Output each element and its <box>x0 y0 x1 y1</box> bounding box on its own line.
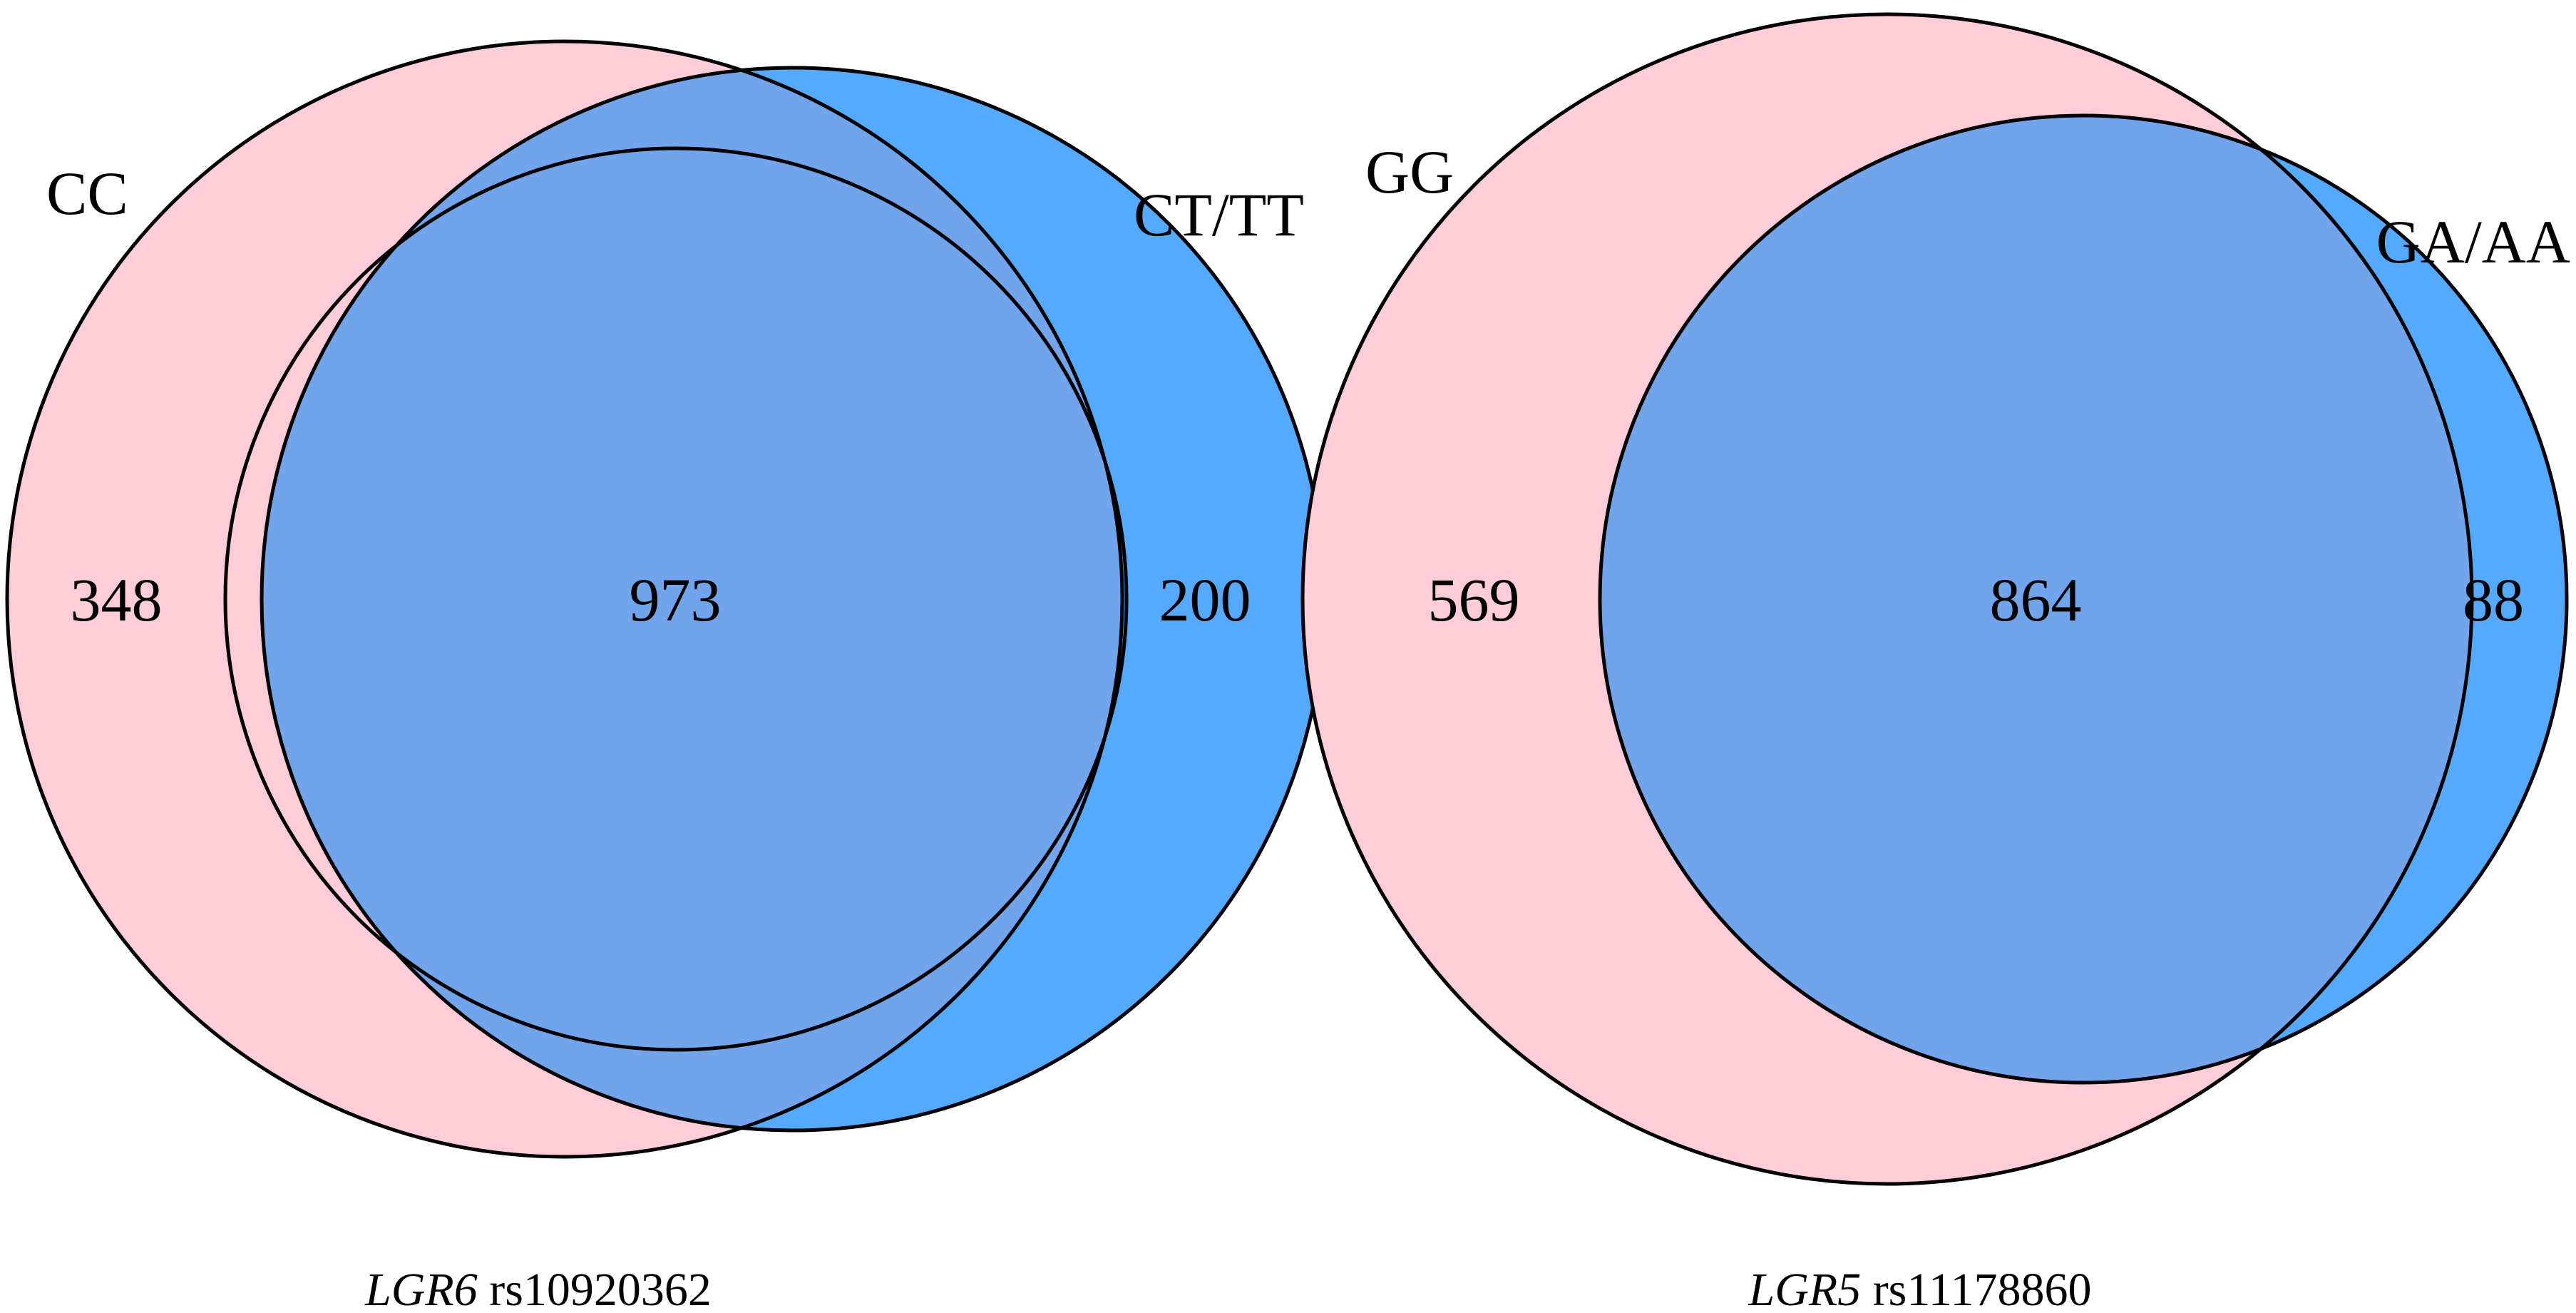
set-a-outline <box>1300 12 2474 1186</box>
snp-id: rs10920362 <box>489 1264 712 1313</box>
diagram-caption: LGR6 rs10920362 <box>364 1264 712 1313</box>
set-b-label: CT/TT <box>1134 180 1304 249</box>
set-a-only-count: 348 <box>71 566 163 634</box>
snp-id: rs11178860 <box>1873 1264 2092 1313</box>
venn-diagram-lgr5: GG GA/AA 569 864 88 LGR5 rs11178860 <box>1300 12 2570 1313</box>
set-b-only-count: 200 <box>1159 566 1251 634</box>
inner-outline <box>223 146 1129 1052</box>
set-b-outline <box>1598 113 2569 1085</box>
overlap-count: 973 <box>630 566 722 634</box>
set-b-only-count: 88 <box>2463 566 2524 634</box>
set-b-label: GA/AA <box>2376 208 2570 276</box>
gene-name: LGR5 <box>1748 1264 1862 1313</box>
overlap-count: 864 <box>1990 566 2082 634</box>
set-a-only-count: 569 <box>1428 566 1520 634</box>
overlap-region <box>1600 116 2472 1083</box>
set-a-label: GG <box>1365 138 1454 206</box>
set-a-label: CC <box>46 159 128 228</box>
diagram-caption: LGR5 rs11178860 <box>1748 1264 2092 1313</box>
gene-name: LGR6 <box>364 1264 478 1313</box>
venn-diagram-lgr6: CC CT/TT 348 973 200 LGR6 rs10920362 <box>5 39 1326 1313</box>
set-a-outline <box>5 39 1124 1159</box>
